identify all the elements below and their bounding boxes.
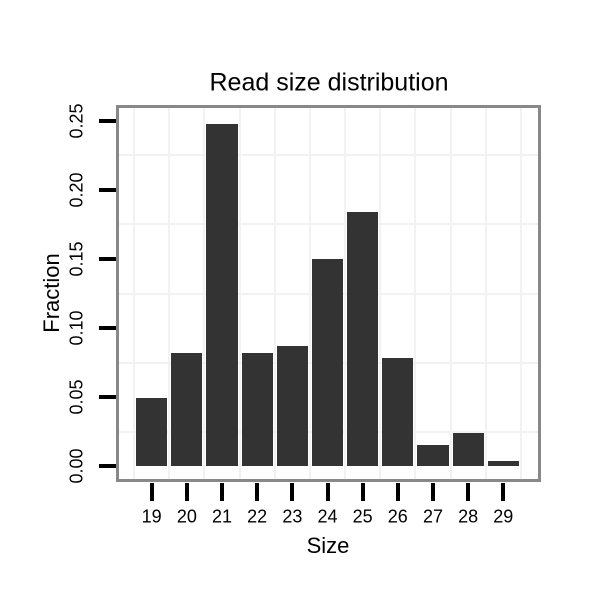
x-axis-tick-label: 19	[141, 506, 162, 527]
x-axis-tick-label: 22	[247, 506, 268, 527]
x-axis-tick	[290, 483, 295, 501]
x-axis-tick	[501, 483, 506, 501]
x-axis-tick	[430, 483, 435, 501]
y-axis-tick-label: 0.00	[66, 448, 87, 484]
x-axis-tick	[149, 483, 154, 501]
x-axis-tick-label: 25	[352, 506, 373, 527]
bar-size-29	[487, 460, 519, 467]
y-axis-tick-label: 0.15	[66, 241, 87, 277]
bar-size-20	[171, 352, 203, 467]
y-axis-tick-label: 0.25	[66, 103, 87, 139]
y-axis-tick	[99, 187, 116, 192]
bar-size-25	[347, 212, 379, 467]
x-axis-tick	[360, 483, 365, 501]
x-axis-tick-label: 29	[493, 506, 514, 527]
horizontal-gridline	[119, 223, 538, 226]
x-axis-tick	[220, 483, 225, 501]
x-axis-tick	[184, 483, 189, 501]
bar-size-28	[452, 432, 484, 467]
x-axis-tick-label: 23	[282, 506, 303, 527]
y-axis-tick	[99, 464, 116, 469]
y-axis-tick	[99, 118, 116, 123]
x-axis-title: Size	[306, 533, 350, 558]
x-axis-tick	[466, 483, 471, 501]
y-axis-tick	[99, 256, 116, 261]
y-axis-tick	[99, 326, 116, 330]
chart-title: Read size distribution	[209, 68, 449, 97]
y-axis-tick	[99, 395, 116, 400]
x-axis-tick	[395, 483, 400, 501]
bar-size-27	[417, 445, 449, 467]
y-axis-tick-label: 0.20	[66, 172, 87, 208]
bar-size-26	[382, 358, 414, 467]
bar-size-21	[206, 123, 238, 467]
y-axis-title: Fraction	[39, 253, 64, 333]
x-axis-tick-label: 28	[458, 506, 479, 527]
x-axis-tick	[325, 483, 330, 501]
x-axis-tick	[255, 483, 260, 501]
bar-size-19	[136, 398, 168, 467]
plot-area	[116, 105, 541, 482]
x-axis-tick-label: 24	[317, 506, 338, 527]
bar-size-24	[311, 258, 344, 467]
x-axis-tick-label: 27	[422, 506, 443, 527]
bar-size-22	[241, 352, 273, 467]
x-axis-tick-label: 21	[212, 506, 233, 527]
y-axis-tick-label: 0.10	[66, 310, 87, 346]
y-axis-tick-label: 0.05	[66, 379, 87, 415]
horizontal-gridline	[119, 154, 538, 157]
x-axis-tick-label: 20	[176, 506, 197, 527]
bar-size-23	[276, 345, 308, 467]
x-axis-tick-label: 26	[387, 506, 408, 527]
